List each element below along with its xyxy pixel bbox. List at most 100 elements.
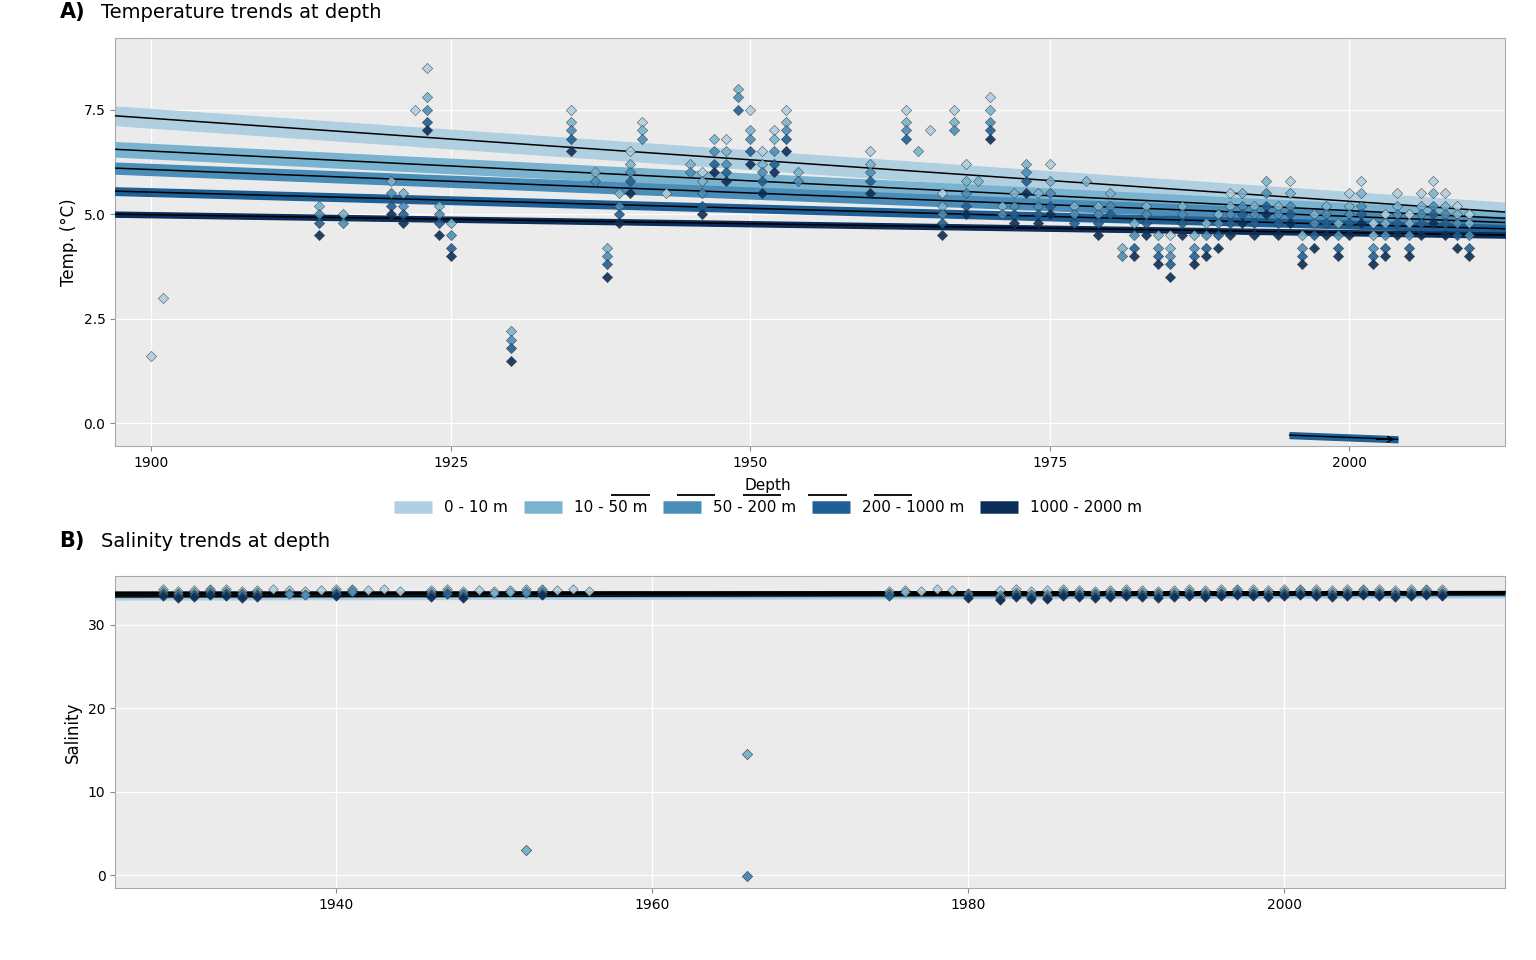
Point — [1445, 206, 1470, 222]
Point — [415, 89, 439, 105]
Point — [978, 132, 1003, 147]
Point — [1433, 206, 1458, 222]
Point — [246, 588, 270, 603]
Point — [1098, 588, 1123, 603]
Point — [1086, 198, 1111, 213]
Point — [1035, 587, 1060, 602]
Point — [545, 583, 570, 598]
Point — [1382, 585, 1407, 600]
Point — [435, 587, 459, 602]
Point — [151, 588, 175, 604]
Point — [1319, 589, 1344, 605]
Point — [929, 206, 954, 222]
Point — [654, 185, 679, 201]
Point — [1086, 215, 1111, 230]
Point — [1121, 240, 1146, 255]
Point — [1146, 249, 1170, 264]
Point — [450, 590, 475, 606]
Point — [1253, 185, 1278, 201]
Point — [1098, 589, 1123, 605]
Point — [1287, 583, 1312, 598]
Point — [1350, 586, 1375, 601]
Point — [1278, 173, 1303, 188]
Point — [1193, 583, 1218, 598]
Point — [558, 132, 582, 147]
Point — [214, 587, 238, 602]
Point — [1382, 588, 1407, 603]
Point — [617, 164, 642, 180]
Point — [513, 585, 538, 600]
Point — [1224, 585, 1249, 600]
Point — [482, 585, 507, 600]
Point — [750, 164, 774, 180]
Point — [151, 584, 175, 599]
Point — [292, 586, 316, 601]
Point — [1003, 588, 1028, 603]
Point — [978, 102, 1003, 117]
Point — [942, 114, 966, 130]
Point — [1289, 240, 1313, 255]
Point — [978, 89, 1003, 105]
Text: Salinity trends at depth: Salinity trends at depth — [101, 532, 330, 551]
Point — [151, 290, 175, 305]
Point — [1241, 228, 1266, 243]
Point — [1287, 586, 1312, 601]
Point — [438, 228, 462, 243]
Point — [1445, 215, 1470, 230]
Point — [906, 144, 931, 159]
Point — [1209, 587, 1233, 602]
Point — [1066, 586, 1091, 601]
Point — [438, 240, 462, 255]
Point — [929, 215, 954, 230]
Point — [1161, 583, 1186, 598]
Point — [1209, 588, 1233, 604]
Point — [324, 588, 349, 604]
Point — [1035, 583, 1060, 598]
Point — [1051, 582, 1075, 597]
Point — [1349, 173, 1373, 188]
Point — [1224, 588, 1249, 603]
Point — [419, 589, 444, 605]
Point — [390, 185, 415, 201]
Point — [1430, 585, 1455, 600]
Point — [1241, 206, 1266, 222]
Point — [276, 583, 301, 598]
Point — [966, 173, 991, 188]
Point — [1430, 582, 1455, 597]
Point — [1098, 585, 1123, 600]
Point — [427, 228, 452, 243]
Point — [1256, 589, 1281, 605]
Point — [181, 586, 206, 601]
Point — [1326, 228, 1350, 243]
Point — [324, 582, 349, 597]
Point — [727, 102, 751, 117]
Point — [558, 123, 582, 138]
Point — [1367, 582, 1392, 597]
Point — [892, 585, 917, 600]
Point — [1338, 185, 1362, 201]
Point — [1169, 206, 1193, 222]
Point — [1169, 228, 1193, 243]
Point — [929, 228, 954, 243]
Point — [166, 585, 190, 600]
Point — [762, 123, 786, 138]
Point — [617, 173, 642, 188]
Point — [1018, 586, 1043, 601]
Point — [989, 206, 1014, 222]
Point — [1146, 587, 1170, 602]
Point — [762, 144, 786, 159]
Point — [1018, 591, 1043, 607]
Point — [1326, 240, 1350, 255]
Point — [246, 583, 270, 598]
Point — [714, 173, 739, 188]
Point — [1272, 584, 1296, 599]
Point — [1129, 589, 1154, 605]
Point — [1066, 583, 1091, 598]
Point — [1253, 173, 1278, 188]
Point — [1158, 228, 1183, 243]
Point — [1338, 215, 1362, 230]
Point — [1001, 185, 1026, 201]
Point — [1278, 206, 1303, 222]
Point — [774, 144, 799, 159]
Point — [1218, 215, 1243, 230]
